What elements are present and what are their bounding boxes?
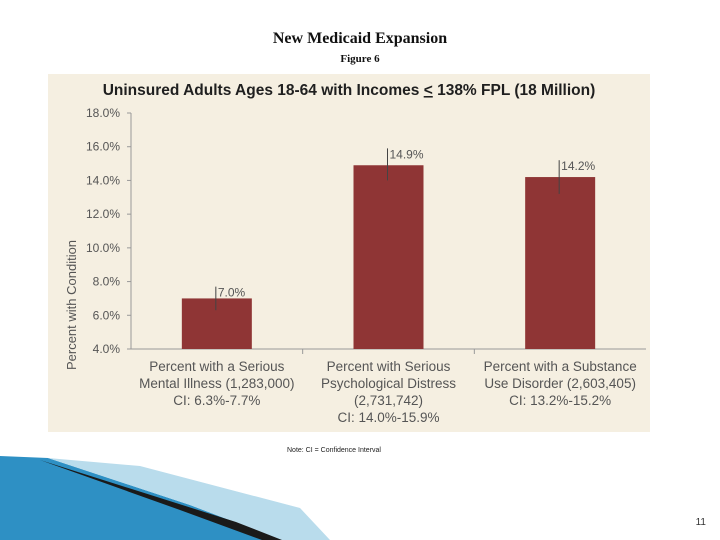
y-tick-label: 18.0% [86, 106, 120, 120]
chart-title-part-1: Uninsured Adults Ages 18-64 with Incomes [103, 82, 424, 99]
chart-title-underlined-symbol: < [424, 82, 433, 99]
x-category-label: CI: 6.3%-7.7% [173, 393, 260, 408]
note-text: Note: CI = Confidence Interval [287, 447, 381, 454]
x-category-label: CI: 14.0%-15.9% [337, 410, 439, 425]
bar-chart: Uninsured Adults Ages 18-64 with Incomes… [64, 82, 646, 425]
page-number: 11 [695, 517, 706, 528]
data-label: 14.9% [390, 147, 424, 161]
y-tick-label: 14.0% [86, 173, 120, 187]
chart-title-part-2: 138% FPL (18 Million) [433, 82, 596, 99]
bar [181, 298, 252, 349]
y-tick-label: 8.0% [93, 275, 121, 289]
data-label: 7.0% [218, 286, 246, 300]
y-tick-label: 10.0% [86, 241, 120, 255]
bar [353, 165, 424, 349]
y-tick-label: 16.0% [86, 140, 120, 154]
x-category-label: Use Disorder (2,603,405) [484, 376, 636, 391]
chart-panel: Uninsured Adults Ages 18-64 with Incomes… [48, 74, 650, 432]
y-tick-label: 6.0% [93, 308, 121, 322]
x-category-label: Percent with a Serious [149, 359, 284, 374]
y-axis-label: Percent with Condition [64, 240, 79, 370]
chart-title: Uninsured Adults Ages 18-64 with Incomes… [103, 82, 596, 99]
bar [525, 177, 596, 349]
x-category-label: (2,731,742) [354, 393, 423, 408]
x-category-label: Mental Illness (1,283,000) [139, 376, 294, 391]
figure-label: Figure 6 [340, 53, 380, 65]
x-category-label: Percent with a Substance [484, 359, 637, 374]
y-tick-label: 12.0% [86, 207, 120, 221]
x-category-label: CI: 13.2%-15.2% [509, 393, 611, 408]
x-category-label: Percent with Serious [327, 359, 451, 374]
y-tick-label: 4.0% [93, 342, 121, 356]
slide-title: New Medicaid Expansion [272, 30, 448, 47]
x-category-label: Psychological Distress [321, 376, 456, 391]
data-label: 14.2% [561, 159, 595, 173]
